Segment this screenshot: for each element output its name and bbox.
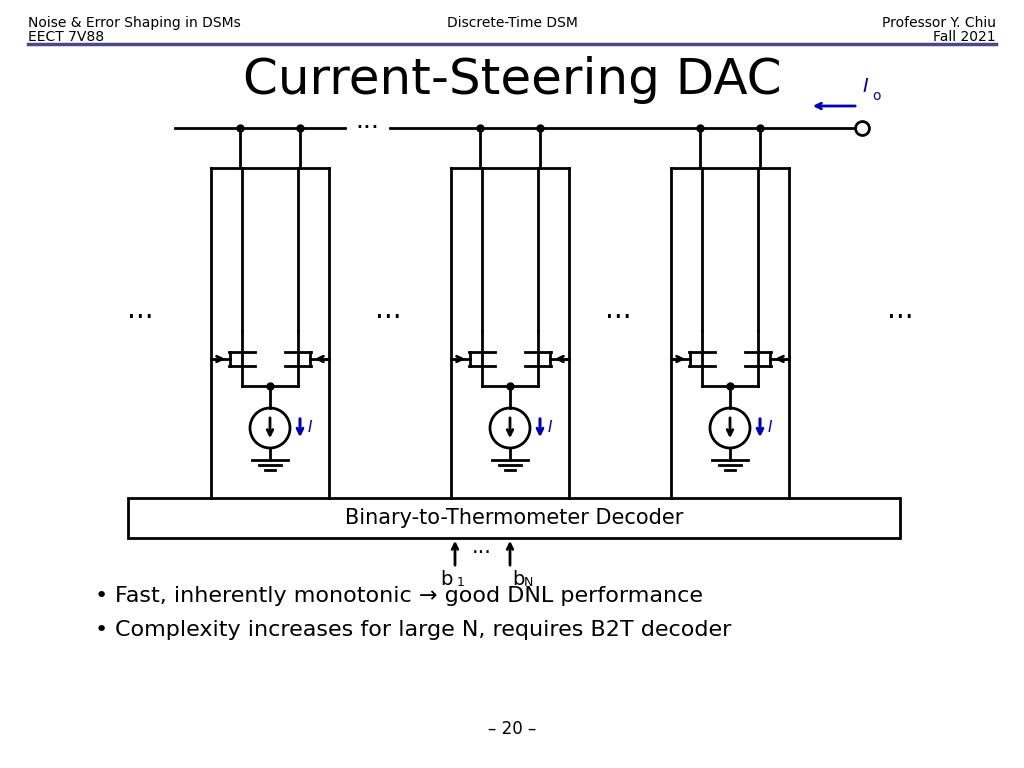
Text: Discrete-Time DSM: Discrete-Time DSM [446, 16, 578, 30]
Text: Noise & Error Shaping in DSMs: Noise & Error Shaping in DSMs [28, 16, 241, 30]
Text: ···: ··· [472, 543, 492, 563]
Text: ···: ··· [887, 304, 913, 332]
Text: b: b [440, 570, 453, 589]
Text: ···: ··· [375, 304, 401, 332]
Text: b: b [512, 570, 524, 589]
Text: ···: ··· [605, 304, 632, 332]
Text: •: • [95, 586, 109, 606]
Text: Current-Steering DAC: Current-Steering DAC [243, 56, 781, 104]
Text: EECT 7V88: EECT 7V88 [28, 30, 104, 44]
Text: I: I [862, 77, 867, 96]
Text: Professor Y. Chiu: Professor Y. Chiu [882, 16, 996, 30]
Text: I: I [768, 421, 772, 435]
Text: N: N [524, 576, 534, 589]
Text: 1: 1 [457, 576, 465, 589]
Bar [128, 498, 900, 538]
Text: Complexity increases for large N, requires B2T decoder: Complexity increases for large N, requir… [115, 620, 731, 640]
Text: I: I [308, 421, 312, 435]
Text: I: I [548, 421, 553, 435]
Text: – 20 –: – 20 – [487, 720, 537, 738]
Text: •: • [95, 620, 109, 640]
Text: ···: ··· [355, 116, 379, 140]
Text: Fast, inherently monotonic → good DNL performance: Fast, inherently monotonic → good DNL pe… [115, 586, 703, 606]
Text: Binary-to-Thermometer Decoder: Binary-to-Thermometer Decoder [345, 508, 683, 528]
Text: Fall 2021: Fall 2021 [933, 30, 996, 44]
Text: o: o [872, 89, 881, 103]
Text: ···: ··· [127, 304, 154, 332]
